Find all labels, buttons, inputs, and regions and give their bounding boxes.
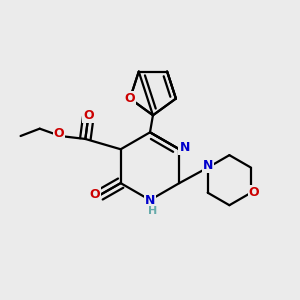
Text: O: O — [125, 92, 135, 105]
Text: N: N — [202, 159, 213, 172]
Text: O: O — [249, 186, 259, 199]
Text: N: N — [179, 141, 190, 154]
Text: O: O — [53, 127, 64, 140]
Text: H: H — [148, 206, 157, 216]
Text: N: N — [145, 194, 155, 207]
Text: O: O — [89, 188, 100, 201]
Text: O: O — [83, 109, 94, 122]
